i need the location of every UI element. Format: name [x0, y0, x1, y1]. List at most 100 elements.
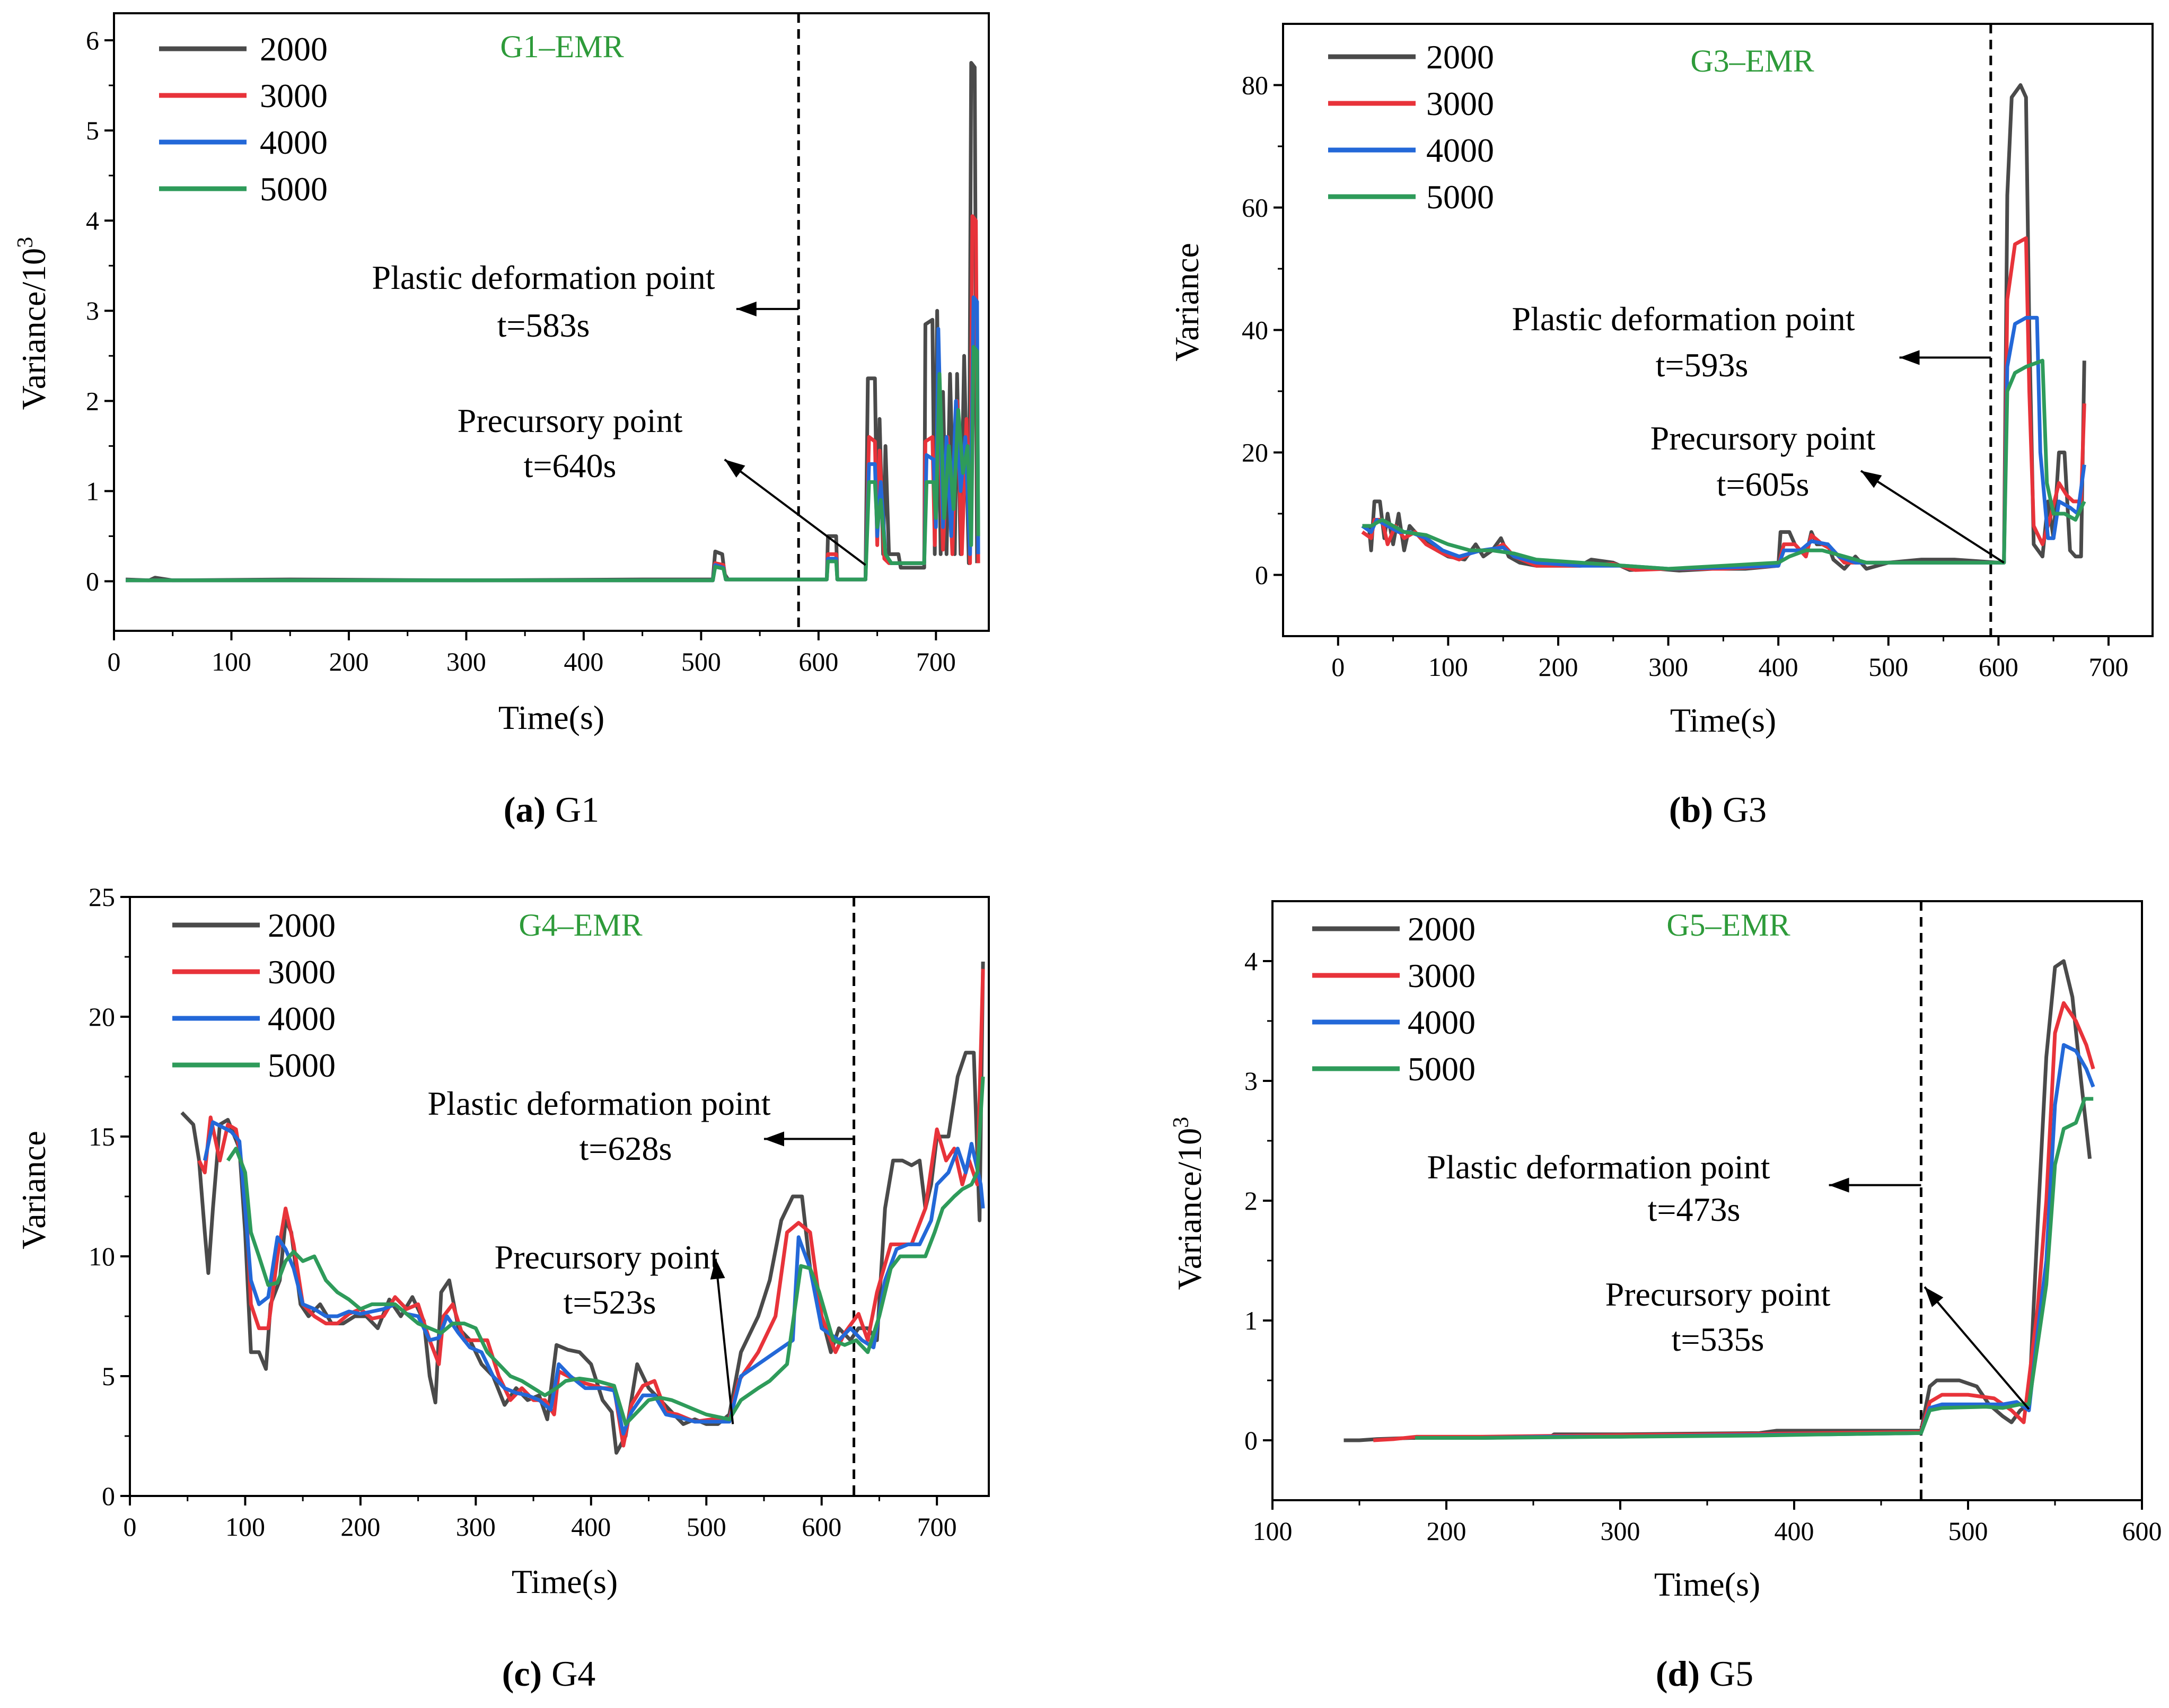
panel-tag: G1–EMR: [500, 29, 624, 64]
axis-ticks: 100 200 300 400 500 600 0 1 2 3 4: [1244, 946, 2162, 1546]
annotation-arrow-head-0: [1829, 1177, 1849, 1193]
panel-caption: (d) G5: [1656, 1653, 1753, 1694]
x-tick-label: 100: [225, 1512, 265, 1542]
y-tick-label: 20: [89, 1002, 115, 1032]
y-tick-label: 6: [86, 25, 99, 55]
series-line-5000: [126, 345, 980, 583]
x-tick-label: 200: [1427, 1516, 1467, 1546]
y-axis-title-main: Variance/10: [1171, 1128, 1208, 1290]
x-tick-label: 700: [917, 1512, 957, 1542]
series-line-5000: [1362, 358, 2086, 571]
legend: 2000 3000 4000 5000: [172, 906, 336, 1084]
annotation-arrow-head-0: [763, 1131, 784, 1147]
y-axis-title: Variance: [1168, 243, 1206, 362]
annotation-arrow-head-1: [724, 459, 745, 478]
x-tick-label: 400: [1775, 1516, 1814, 1546]
annotation-arrow-line-1: [724, 459, 866, 566]
x-tick-label: 0: [108, 647, 121, 676]
y-axis-title: Variance/103: [13, 237, 52, 410]
precursory-label: Precursory point: [458, 402, 683, 439]
x-tick-label: 600: [798, 647, 838, 676]
plastic-deformation-label: Plastic deformation point: [1512, 300, 1855, 338]
y-tick-label: 25: [89, 882, 115, 912]
x-axis-title: Time(s): [512, 1563, 618, 1600]
x-tick-label: 300: [446, 647, 486, 676]
x-axis-title: Time(s): [1654, 1565, 1760, 1603]
plastic-deformation-time: t=583s: [497, 306, 590, 344]
annotation-arrows: [1829, 1177, 2030, 1410]
x-tick-label: 300: [1601, 1516, 1640, 1546]
legend-label-5000: 5000: [268, 1046, 336, 1084]
y-axis-title-main: Variance: [15, 1131, 52, 1249]
axis-ticks: 0 100 200 300 400 500 600 700 0 1 2 3 4 5 6: [86, 25, 956, 676]
y-tick-label: 5: [102, 1361, 115, 1391]
x-axis-title: Time(s): [498, 699, 604, 736]
plastic-deformation-label: Plastic deformation point: [428, 1085, 771, 1122]
y-tick-label: 4: [1244, 946, 1258, 976]
x-tick-label: 700: [2088, 652, 2128, 682]
legend-label-5000: 5000: [260, 170, 328, 208]
y-tick-label: 0: [102, 1481, 115, 1511]
y-tick-label: 4: [86, 206, 99, 235]
series-line-5000: [226, 1076, 985, 1426]
y-tick-label: 60: [1242, 193, 1268, 223]
plastic-deformation-label: Plastic deformation point: [372, 259, 715, 296]
x-tick-label: 300: [456, 1512, 496, 1542]
annotation-arrow-line-1: [1924, 1286, 2030, 1410]
y-tick-label: 20: [1242, 438, 1268, 468]
legend-label-2000: 2000: [1408, 910, 1476, 948]
panel-caption: (a) G1: [504, 789, 599, 830]
x-tick-label: 600: [2122, 1516, 2162, 1546]
panel-g5: 100 200 300 400 500 600 0 1 2 3 4 Time(s) Variance…: [1169, 900, 2162, 1694]
legend: 2000 3000 4000 5000: [159, 30, 328, 208]
legend-label-4000: 4000: [268, 1000, 336, 1037]
caption-name: G5: [1709, 1653, 1753, 1694]
legend-label-4000: 4000: [260, 124, 328, 161]
x-tick-label: 100: [1253, 1516, 1293, 1546]
panel-caption: (b) G3: [1669, 789, 1767, 830]
legend-label-2000: 2000: [260, 30, 328, 68]
legend-label-5000: 5000: [1426, 178, 1494, 216]
plastic-deformation-time: t=628s: [579, 1130, 672, 1167]
caption-letter: (b): [1669, 789, 1713, 830]
caption-name: G3: [1723, 789, 1767, 830]
series-line-4000: [1361, 315, 2086, 571]
precursory-time: t=640s: [524, 447, 617, 485]
legend-label-4000: 4000: [1426, 131, 1494, 169]
y-tick-label: 2: [1244, 1186, 1258, 1216]
precursory-label: Precursory point: [495, 1238, 720, 1276]
panel-tag: G5–EMR: [1666, 908, 1790, 943]
y-axis-title-exponent: 3: [13, 237, 38, 248]
series-group: [1361, 83, 2086, 573]
panel-g1: 0 100 200 300 400 500 600 700 0 1 2 3 4 5 6 Time(s) Va…: [13, 12, 990, 830]
axis-ticks: 0 100 200 300 400 500 600 700 0 5 10 15 20 25: [89, 882, 957, 1542]
x-tick-label: 200: [329, 647, 368, 676]
series-group: [180, 961, 985, 1455]
annotation-arrows: [1860, 350, 2005, 564]
plastic-deformation-time: t=593s: [1656, 346, 1749, 384]
caption-name: G1: [555, 789, 599, 830]
caption-letter: (c): [502, 1653, 542, 1694]
legend-label-4000: 4000: [1408, 1003, 1476, 1041]
annotation-arrow-head-1: [1925, 1287, 1944, 1307]
precursory-time: t=605s: [1717, 465, 1810, 503]
y-tick-label: 2: [86, 386, 99, 416]
legend: 2000 3000 4000 5000: [1312, 910, 1476, 1088]
y-tick-label: 3: [86, 296, 99, 325]
panel-caption: (c) G4: [502, 1653, 596, 1694]
caption-letter: (d): [1656, 1653, 1700, 1694]
y-tick-label: 1: [1244, 1306, 1258, 1335]
plot-frame: [113, 12, 990, 632]
annotation-arrow-head-1: [710, 1258, 725, 1280]
series-line-5000: [1415, 1097, 2094, 1440]
caption-letter: (a): [504, 789, 546, 830]
annotation-arrows: [724, 301, 866, 566]
legend-label-3000: 3000: [1426, 85, 1494, 122]
x-tick-label: 0: [124, 1512, 137, 1542]
y-tick-label: 15: [89, 1122, 115, 1151]
series-line-4000: [203, 1120, 985, 1436]
precursory-label: Precursory point: [1650, 419, 1876, 457]
panel-tag: G4–EMR: [519, 908, 642, 943]
